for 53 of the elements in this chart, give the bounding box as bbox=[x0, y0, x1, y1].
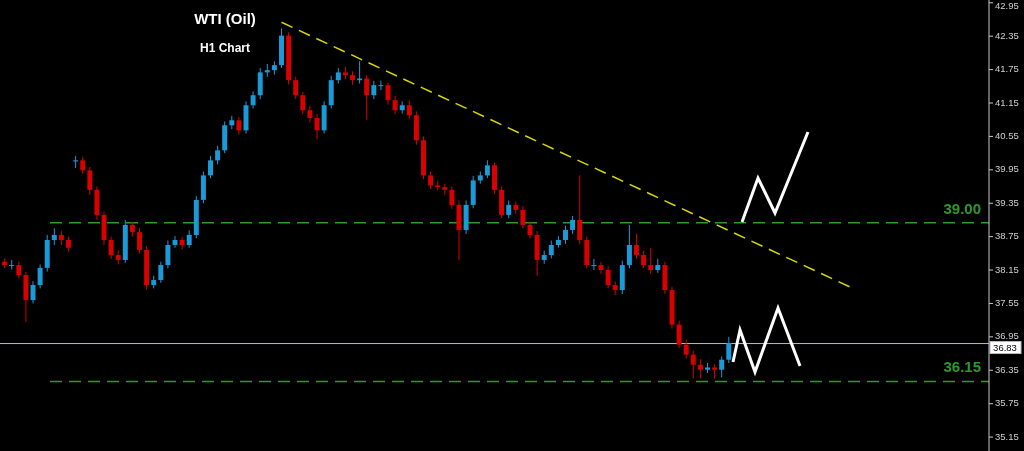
y-tick-label: 41.75 bbox=[995, 63, 1019, 75]
candlestick bbox=[378, 80, 384, 91]
candlestick bbox=[626, 224, 632, 269]
candlestick bbox=[37, 263, 43, 289]
y-tick-label: 38.75 bbox=[995, 230, 1019, 242]
candlestick bbox=[719, 355, 725, 378]
candlestick bbox=[108, 236, 114, 260]
candlestick bbox=[250, 90, 256, 110]
candlestick bbox=[676, 320, 682, 349]
y-tick-label: 41.15 bbox=[995, 96, 1019, 108]
y-tick-label: 35.15 bbox=[995, 430, 1019, 442]
candlestick bbox=[726, 336, 732, 364]
ref-line-label: 39.00 bbox=[943, 199, 981, 217]
text: H1 Chart bbox=[199, 41, 251, 55]
text: WTI (Oil) bbox=[194, 10, 256, 27]
y-tick-label: 38.15 bbox=[995, 263, 1019, 275]
candlestick bbox=[605, 265, 611, 289]
candlestick bbox=[165, 240, 171, 269]
candlestick bbox=[591, 258, 597, 271]
candlestick bbox=[634, 233, 639, 260]
candlestick bbox=[577, 174, 583, 245]
ref-line-label: 36.15 bbox=[943, 358, 981, 376]
candlestick bbox=[697, 358, 703, 380]
candlestick bbox=[683, 339, 689, 360]
candlestick bbox=[208, 155, 213, 179]
y-tick-label: 35.75 bbox=[995, 397, 1019, 409]
candlestick bbox=[449, 186, 455, 210]
candlestick bbox=[371, 80, 377, 100]
y-tick-label: 42.35 bbox=[995, 29, 1019, 41]
ref-line-label: 36.83 bbox=[993, 342, 1017, 354]
candlestick bbox=[215, 145, 221, 165]
y-tick-label: 37.55 bbox=[995, 296, 1019, 308]
candlestick bbox=[158, 261, 164, 284]
candlestick bbox=[690, 350, 696, 380]
candlestick bbox=[392, 95, 398, 115]
candlestick bbox=[406, 99, 412, 120]
candlestick bbox=[648, 247, 654, 275]
y-tick-label: 36.35 bbox=[995, 363, 1019, 375]
candlestick bbox=[293, 76, 299, 100]
candlestick bbox=[307, 105, 313, 123]
y-tick-label: 39.95 bbox=[995, 163, 1019, 175]
candlestick bbox=[257, 67, 263, 100]
y-tick-label: 39.35 bbox=[995, 196, 1019, 208]
candlestick bbox=[137, 227, 142, 254]
candlestick bbox=[563, 225, 568, 245]
candlestick bbox=[520, 205, 526, 229]
candlestick bbox=[364, 74, 370, 121]
candlestick bbox=[87, 166, 93, 196]
candlestick bbox=[300, 91, 306, 115]
y-tick-label: 42.95 bbox=[995, 0, 1019, 11]
candlestick bbox=[179, 236, 185, 250]
y-tick-label: 40.55 bbox=[995, 129, 1019, 141]
y-tick-label: 36.95 bbox=[995, 330, 1019, 342]
